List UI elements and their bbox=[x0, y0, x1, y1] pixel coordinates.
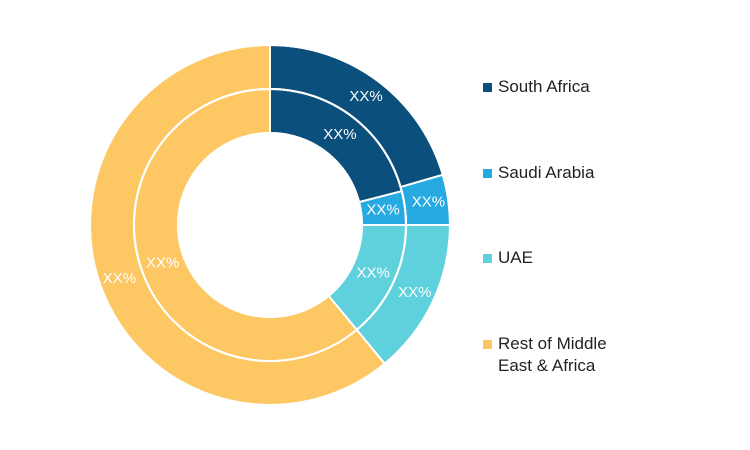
middle-ring-border bbox=[133, 88, 407, 362]
outer-ring bbox=[89, 43, 452, 406]
legend-swatch-saudi-arabia bbox=[483, 169, 492, 178]
outer-label-south-africa: XX% bbox=[349, 88, 382, 105]
legend-label-south-africa: South Africa bbox=[498, 77, 590, 96]
legend-swatch-south-africa bbox=[483, 83, 492, 92]
inner-ring bbox=[133, 87, 408, 362]
outer-label-rest-of-middle-east-and-africa: XX% bbox=[103, 270, 136, 287]
legend-item-south-africa: South Africa bbox=[483, 76, 590, 98]
legend-item-saudi-arabia: Saudi Arabia bbox=[483, 162, 594, 184]
inner-label-south-africa: XX% bbox=[323, 126, 356, 143]
outer-label-saudi-arabia: XX% bbox=[412, 193, 445, 210]
legend-item-uae: UAE bbox=[483, 247, 533, 269]
legend-swatch-rest-of-middle-east-africa bbox=[483, 340, 492, 349]
ring-borders bbox=[89, 44, 451, 406]
outer-label-uae: XX% bbox=[398, 284, 431, 301]
inner-label-uae: XX% bbox=[356, 265, 389, 282]
inner-ring-border bbox=[177, 132, 363, 318]
legend-label-rest-of-middle-east-africa: Rest of Middle East & Africa bbox=[498, 334, 607, 375]
legend-swatch-uae bbox=[483, 254, 492, 263]
inner-label-rest-of-middle-east-and-africa: XX% bbox=[146, 255, 179, 272]
inner-label-saudi-arabia: XX% bbox=[366, 202, 399, 219]
slice-labels: XX% XX% XX% XX% XX% XX% XX% XX% bbox=[103, 88, 445, 301]
legend-label-saudi-arabia: Saudi Arabia bbox=[498, 163, 595, 182]
legend-label-uae: UAE bbox=[498, 248, 533, 267]
legend-item-rest-of-middle-east-africa: Rest of Middle East & Africa bbox=[483, 333, 607, 377]
outer-ring-border bbox=[89, 44, 451, 406]
